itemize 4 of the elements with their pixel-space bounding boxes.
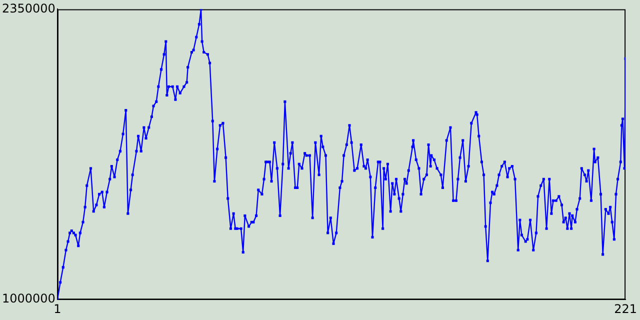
- x-tick-label: 221: [614, 302, 637, 316]
- y-tick-label: 1000000: [2, 292, 56, 306]
- y-tick-label: 2350000: [2, 1, 56, 16]
- x-tick-label: 1: [54, 302, 62, 316]
